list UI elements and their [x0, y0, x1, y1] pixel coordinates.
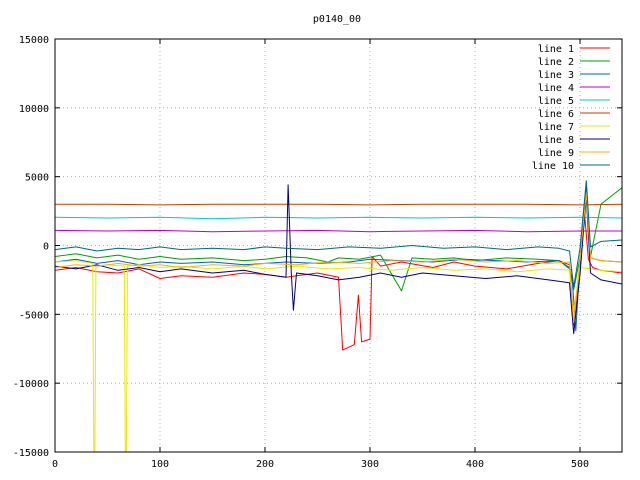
y-tick-label: -5000	[19, 310, 49, 321]
legend: line 1 line 2 line 3 line 4 line 5 line 6 line…	[532, 44, 610, 172]
series-line-2	[55, 187, 622, 292]
series-line-4	[55, 229, 622, 233]
axis-ticks: 0 100 200 300 400 500 -15000 -10000 -5000 0 5000 10…	[13, 35, 622, 470]
series-line-10	[55, 180, 622, 288]
legend-label-5: line 5	[538, 96, 574, 107]
x-tick-label: 100	[151, 459, 169, 470]
legend-label-9: line 9	[538, 148, 574, 159]
series-line-8	[55, 184, 622, 335]
series-group	[55, 180, 622, 452]
series-line-7	[55, 260, 622, 452]
series-line-6	[55, 203, 622, 206]
chart-title: p0140_00	[313, 14, 361, 25]
legend-label-7: line 7	[538, 122, 574, 133]
grid	[55, 39, 622, 452]
y-tick-label: 5000	[25, 173, 49, 184]
legend-label-10: line 10	[532, 161, 574, 172]
x-tick-label: 400	[466, 459, 484, 470]
x-tick-label: 0	[52, 459, 58, 470]
legend-label-8: line 8	[538, 135, 574, 146]
y-tick-label: -15000	[13, 448, 49, 459]
legend-label-6: line 6	[538, 109, 574, 120]
y-tick-label: 10000	[19, 104, 49, 115]
legend-label-4: line 4	[538, 83, 574, 94]
series-line-3	[55, 183, 622, 332]
series-line-5	[55, 216, 622, 220]
x-tick-label: 500	[571, 459, 589, 470]
legend-label-2: line 2	[538, 57, 574, 68]
x-tick-label: 300	[361, 459, 379, 470]
legend-label-1: line 1	[538, 44, 574, 55]
y-tick-label: 15000	[19, 35, 49, 46]
series-line-9	[55, 192, 622, 324]
x-tick-label: 200	[256, 459, 274, 470]
y-tick-label: -10000	[13, 379, 49, 390]
legend-label-3: line 3	[538, 70, 574, 81]
y-tick-label: 0	[43, 242, 49, 253]
